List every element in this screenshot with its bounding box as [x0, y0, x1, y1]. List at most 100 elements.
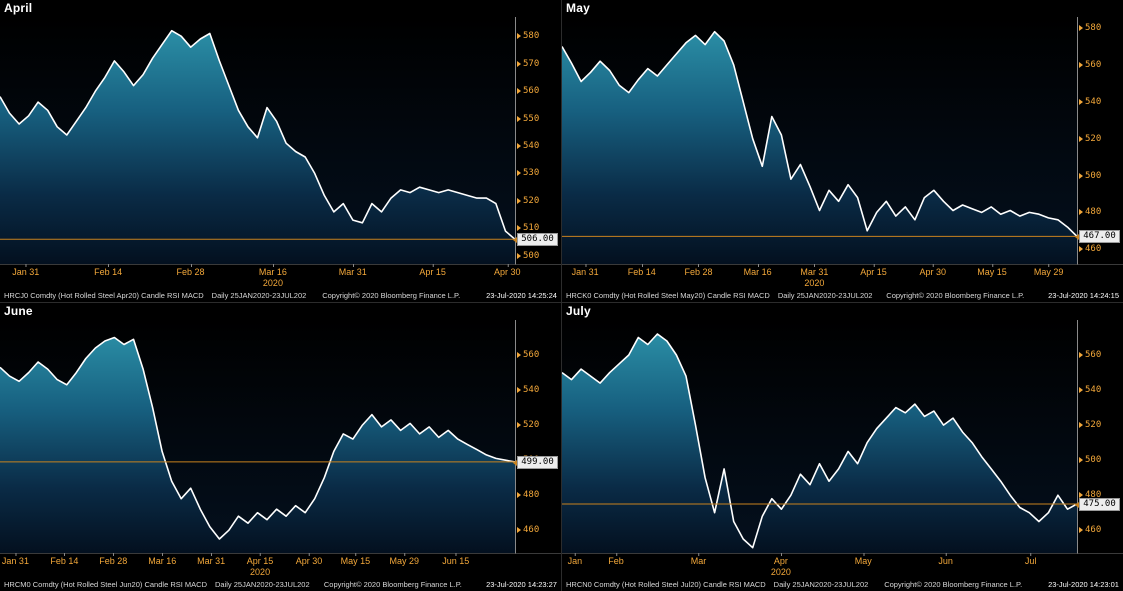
footer-datetime: 23-Jul-2020 14:25:24	[486, 291, 557, 300]
y-axis-tick-label: 520	[1079, 134, 1101, 144]
tick-arrow-icon	[1079, 172, 1083, 179]
footer-date-range: Daily 25JAN2020-23JUL202	[777, 291, 873, 300]
footer-copyright: Copyright© 2020 Bloomberg Finance L.P.	[884, 580, 1023, 589]
last-price-label: 506.00	[513, 233, 558, 247]
last-price-label: 467.00	[1075, 230, 1120, 244]
footer-date-range: Daily 25JAN2020-23JUL202	[215, 580, 310, 589]
x-axis-tick-label: Feb 14	[627, 264, 656, 277]
area-fill	[562, 334, 1077, 553]
x-axis-tick-label: Mar 31	[338, 264, 367, 277]
y-axis-tick-label: 520	[1079, 420, 1101, 430]
x-axis-year-label: 2020	[250, 567, 271, 577]
tick-arrow-icon	[517, 492, 521, 499]
x-axis-tick-label: Jul	[1024, 553, 1037, 566]
y-axis: 467.00 580 560 540 520 500 480 460	[1075, 17, 1123, 265]
panel-title: July	[566, 304, 591, 318]
x-axis-tick-label: Feb 14	[94, 264, 123, 277]
x-axis-tick-label: Mar 16	[743, 264, 772, 277]
tick-arrow-icon	[517, 88, 521, 95]
footer-date-range: Daily 25JAN2020-23JUL202	[211, 291, 307, 300]
footer-copyright: Copyright© 2020 Bloomberg Finance L.P.	[322, 291, 461, 300]
plot-area[interactable]	[562, 17, 1077, 265]
y-axis-tick-label: 550	[517, 114, 539, 124]
x-axis-tick-label: Apr 15	[419, 264, 446, 277]
tick-arrow-icon	[517, 527, 521, 534]
tick-arrow-icon	[517, 115, 521, 122]
price-line	[0, 336, 515, 540]
footer-datetime: 23-Jul-2020 14:23:01	[1048, 580, 1119, 589]
footer-datetime: 23-Jul-2020 14:24:15	[1048, 291, 1119, 300]
tick-arrow-icon	[517, 225, 521, 232]
y-axis-tick-label: 480	[1079, 490, 1101, 500]
price-area-chart	[562, 333, 1077, 553]
x-axis-tick-label: Feb	[608, 553, 624, 566]
x-axis-tick-label: May 29	[389, 553, 420, 566]
y-axis-tick-label: 540	[1079, 97, 1101, 107]
price-line	[0, 29, 515, 240]
x-axis: Jan 31 Feb 14 Feb 28 Mar 16 Mar 31 Apr 15 Apr …	[562, 264, 1077, 289]
tick-arrow-icon	[517, 170, 521, 177]
tick-arrow-icon	[517, 422, 521, 429]
tick-arrow-icon	[1079, 135, 1083, 142]
footer-date-range: Daily 25JAN2020-23JUL202	[773, 580, 869, 589]
panel-title: May	[566, 1, 590, 15]
tick-arrow-icon	[1079, 209, 1083, 216]
area-fill	[0, 30, 515, 264]
x-axis-tick-label: May 15	[340, 553, 371, 566]
tick-arrow-icon	[517, 197, 521, 204]
tick-arrow-icon	[1079, 422, 1083, 429]
footer-copyright: Copyright© 2020 Bloomberg Finance L.P.	[323, 580, 462, 589]
x-axis-year-label: 2020	[770, 567, 791, 577]
panel-footer: HRCJ0 Comdty (Hot Rolled Steel Apr20) Ca…	[0, 289, 561, 302]
x-axis-tick-label: Feb 28	[684, 264, 713, 277]
tick-arrow-icon	[517, 60, 521, 67]
x-axis-tick-label: Jan 31	[1, 553, 29, 566]
tick-arrow-icon	[1079, 352, 1083, 359]
x-axis-tick-label: Mar 31	[197, 553, 226, 566]
tick-arrow-icon	[517, 252, 521, 259]
x-axis-tick-label: May 29	[1033, 264, 1064, 277]
x-axis-tick-label: Jan	[567, 553, 583, 566]
y-axis-tick-label: 560	[1079, 350, 1101, 360]
tick-arrow-icon	[1079, 61, 1083, 68]
x-axis: Jan Feb Mar Apr May Jun Jul 2020	[562, 553, 1077, 578]
price-area-chart	[0, 336, 515, 553]
panel-title: April	[4, 1, 33, 15]
y-axis-tick-label: 560	[517, 350, 539, 360]
plot-area[interactable]	[0, 17, 515, 265]
price-area-chart	[0, 29, 515, 264]
panel-title: June	[4, 304, 33, 318]
y-axis-tick-label: 480	[1079, 207, 1101, 217]
footer-instrument: HRCM0 Comdty (Hot Rolled Steel Jun20) Ca…	[4, 580, 207, 589]
x-axis-tick-label: Apr 30	[919, 264, 947, 277]
y-axis-tick-label: 520	[517, 196, 539, 206]
x-axis: Jan 31 Feb 14 Feb 28 Mar 16 Mar 31 Apr 15 Apr …	[0, 553, 515, 578]
last-price-label: 499.00	[513, 455, 558, 469]
plot-area[interactable]	[562, 320, 1077, 554]
tick-arrow-icon	[517, 387, 521, 394]
x-axis-tick-label: May	[854, 553, 872, 566]
chart-region: 467.00 580 560 540 520 500 480 460	[562, 17, 1123, 265]
x-axis-tick-label: May 15	[977, 264, 1007, 277]
x-axis-tick-label: Feb 14	[50, 553, 79, 566]
tick-arrow-icon	[1079, 527, 1083, 534]
x-axis-tick-label: Mar 31	[800, 264, 829, 277]
y-axis-tick-label: 520	[517, 420, 539, 430]
chart-region: 475.00 560 540 520 500 480 460	[562, 320, 1123, 554]
x-axis-tick-label: Feb 28	[176, 264, 205, 277]
y-axis-tick-label: 570	[517, 59, 539, 69]
x-axis-tick-label: Mar 16	[148, 553, 177, 566]
y-axis-tick-label: 580	[517, 31, 539, 41]
x-axis-tick-label: Apr	[773, 553, 788, 566]
plot-area[interactable]	[0, 320, 515, 554]
y-axis-tick-label: 480	[517, 490, 539, 500]
x-axis-tick-label: Apr 15	[246, 553, 274, 566]
y-axis-tick-label: 560	[517, 86, 539, 96]
panel-footer: HRCK0 Comdty (Hot Rolled Steel May20) Ca…	[562, 289, 1123, 302]
x-axis: Jan 31 Feb 14 Feb 28 Mar 16 Mar 31 Apr 15 Apr …	[0, 264, 521, 289]
tick-arrow-icon	[517, 352, 521, 359]
y-axis-tick-label: 580	[1079, 23, 1101, 33]
price-area-chart	[562, 30, 1077, 264]
footer-instrument: HRCN0 Comdty (Hot Rolled Steel Jul20) Ca…	[566, 580, 766, 589]
